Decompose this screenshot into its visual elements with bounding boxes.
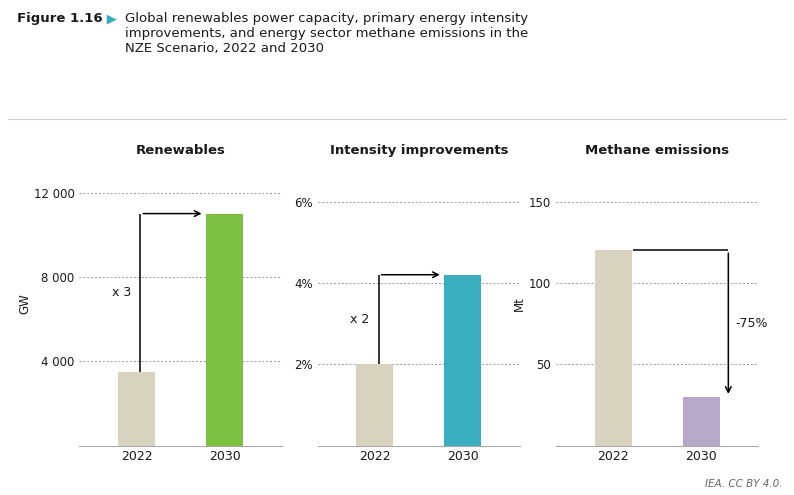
- Bar: [445, 275, 481, 446]
- Title: Renewables: Renewables: [136, 144, 225, 157]
- Y-axis label: GW: GW: [18, 293, 31, 313]
- Bar: [683, 396, 719, 446]
- Text: Figure 1.16: Figure 1.16: [17, 12, 103, 25]
- Y-axis label: Mt: Mt: [513, 296, 526, 311]
- Text: x 2: x 2: [350, 313, 370, 326]
- Bar: [357, 364, 393, 446]
- Bar: [206, 213, 243, 446]
- Title: Intensity improvements: Intensity improvements: [330, 144, 508, 157]
- Text: Global renewables power capacity, primary energy intensity
improvements, and ene: Global renewables power capacity, primar…: [125, 12, 529, 55]
- Text: IEA. CC BY 4.0.: IEA. CC BY 4.0.: [704, 479, 782, 489]
- Text: ▶: ▶: [102, 12, 121, 25]
- Bar: [118, 372, 155, 446]
- Text: x 3: x 3: [112, 286, 132, 299]
- Text: -75%: -75%: [735, 317, 768, 330]
- Title: Methane emissions: Methane emissions: [585, 144, 729, 157]
- Bar: [595, 250, 631, 446]
